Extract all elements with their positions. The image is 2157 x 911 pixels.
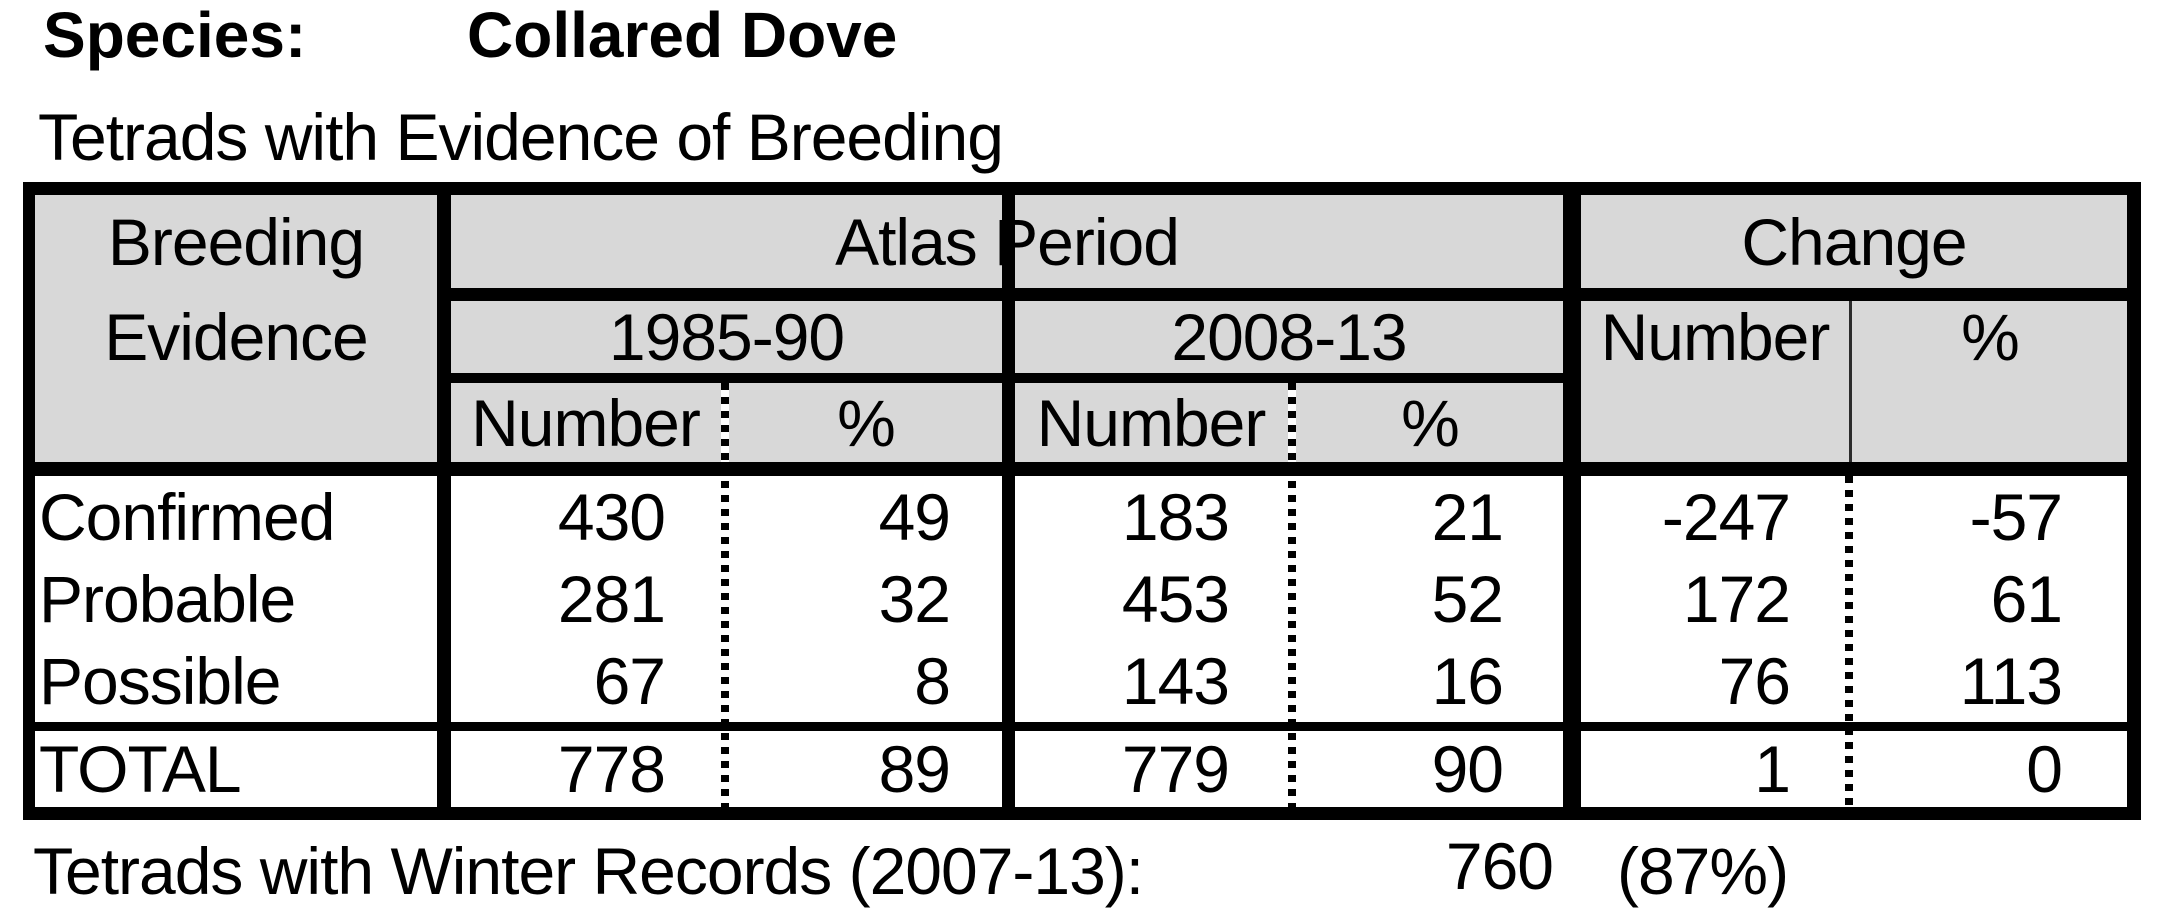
header-fill-row-header <box>35 195 437 462</box>
probable-change-number: 172 <box>1682 562 1791 636</box>
dotted-divider-period1 <box>721 383 729 807</box>
grid-line-period-split <box>1002 182 1015 820</box>
header-fill-change-sub <box>1581 301 2127 462</box>
total-p1-percent: 89 <box>878 732 951 806</box>
grid-line-above-total <box>23 722 2141 731</box>
row-label-probable: Probable <box>39 562 296 636</box>
period1-number-header: Number <box>471 385 701 460</box>
confirmed-p1-percent: 49 <box>878 480 951 554</box>
probable-p1-number: 281 <box>557 562 666 636</box>
row-header-line1: Breeding <box>107 204 365 279</box>
confirmed-change-percent-col: 21 <box>1431 480 1504 554</box>
group-header-atlas-period: Atlas Period <box>835 204 1180 279</box>
confirmed-change-percent: -57 <box>1969 480 2063 554</box>
row-label-confirmed: Confirmed <box>39 480 335 554</box>
change-number-header: Number <box>1600 300 1831 374</box>
possible-change-number: 76 <box>1718 644 1791 718</box>
grid-line-under-groups <box>437 288 2141 301</box>
header-fill-period1 <box>451 301 1002 373</box>
period2-header: 2008-13 <box>1171 300 1407 374</box>
total-p1-number: 778 <box>557 732 666 806</box>
page-subtitle: Tetrads with Evidence of Breeding <box>38 100 1004 174</box>
winter-records-label: Tetrads with Winter Records (2007-13): <box>33 834 1144 908</box>
table-border-right <box>2127 182 2141 820</box>
species-value: Collared Dove <box>467 0 898 71</box>
total-change-number: 1 <box>1754 732 1791 806</box>
probable-p2-number: 453 <box>1121 562 1230 636</box>
total-change-percent: 0 <box>2026 732 2063 806</box>
grid-line-header-bottom <box>23 462 2141 476</box>
confirmed-p2-number: 183 <box>1121 480 1230 554</box>
possible-p1-number: 67 <box>593 644 666 718</box>
change-subheader-divider <box>1849 301 1852 462</box>
dotted-divider-period2 <box>1288 383 1296 807</box>
probable-change-percent: 61 <box>1990 562 2063 636</box>
winter-records-value: 760 <box>1445 829 1554 903</box>
confirmed-p1-number: 430 <box>557 480 666 554</box>
possible-p2-percent: 16 <box>1431 644 1504 718</box>
possible-p2-number: 143 <box>1121 644 1230 718</box>
total-p2-percent: 90 <box>1431 732 1504 806</box>
total-p2-number: 779 <box>1121 732 1230 806</box>
period2-number-header: Number <box>1036 385 1267 460</box>
table-border-bottom <box>23 807 2141 820</box>
grid-line-rowheader <box>437 182 451 820</box>
header-fill-period2 <box>1015 301 1563 373</box>
period1-percent-header: % <box>837 385 896 460</box>
table-border-top <box>23 182 2141 195</box>
table-border-left <box>23 182 35 820</box>
header-fill-change <box>1581 195 2127 288</box>
row-label-possible: Possible <box>39 644 281 718</box>
possible-change-percent: 113 <box>1959 644 2063 718</box>
probable-p2-percent: 52 <box>1431 562 1504 636</box>
period1-header: 1985-90 <box>608 300 845 374</box>
confirmed-change-number: -247 <box>1661 480 1791 554</box>
row-header-line2: Evidence <box>104 300 369 374</box>
possible-p1-percent: 8 <box>914 644 951 718</box>
winter-records-percent: (87%) <box>1617 834 1789 908</box>
total-label: TOTAL <box>39 732 242 806</box>
dotted-divider-change <box>1845 476 1853 807</box>
probable-p1-percent: 32 <box>878 562 951 636</box>
grid-line-change-split <box>1563 182 1581 820</box>
species-label: Species: <box>43 0 307 71</box>
group-header-change: Change <box>1741 204 1967 279</box>
period2-percent-header: % <box>1401 385 1460 460</box>
change-percent-header: % <box>1961 300 2020 374</box>
